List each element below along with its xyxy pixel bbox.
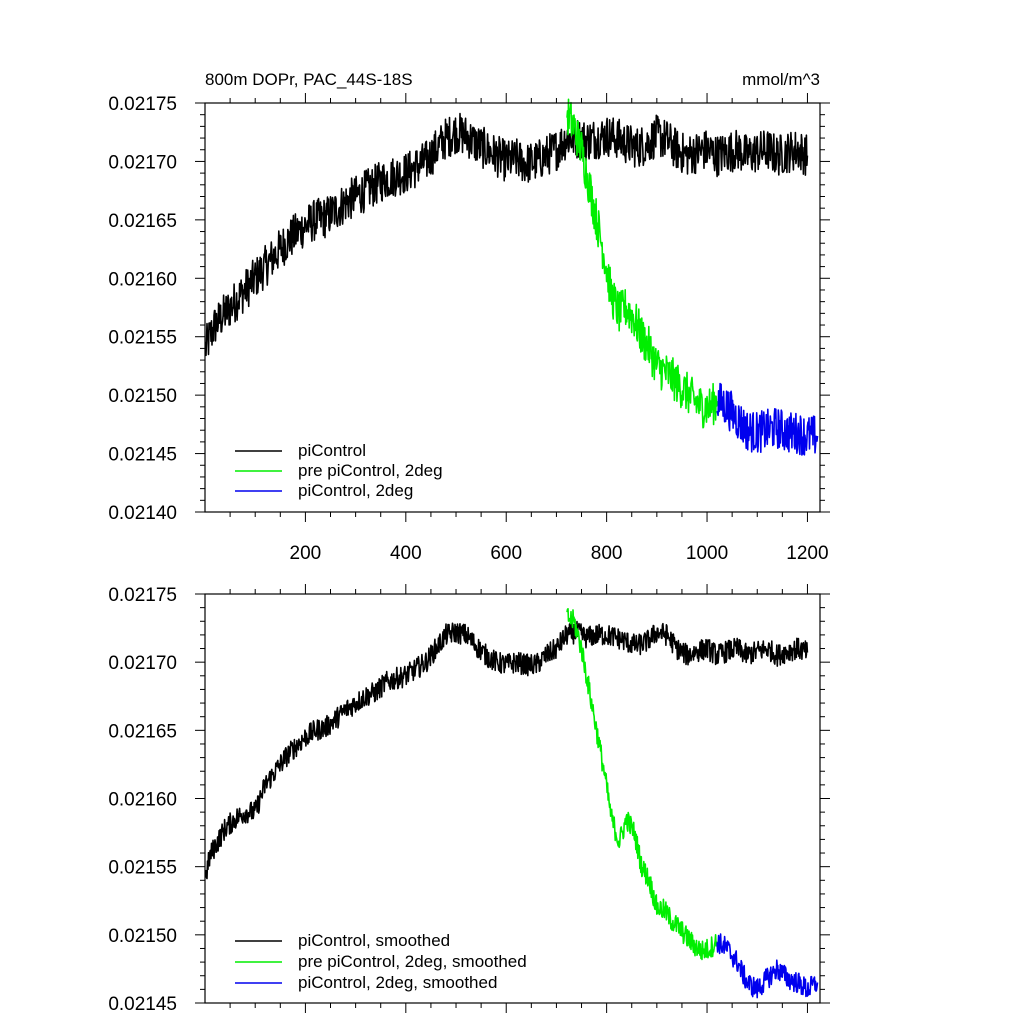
bottom-panel-legend: piControl, smoothed pre piControl, 2deg,… bbox=[235, 931, 527, 992]
legend-label-picontrol-smoothed: piControl, smoothed bbox=[298, 931, 450, 950]
y-tick-label: 0.02150 bbox=[108, 926, 177, 947]
y-tick-label: 0.02175 bbox=[108, 585, 177, 606]
top-panel-title: 800m DOPr, PAC_44S-18S bbox=[205, 70, 413, 89]
x-tick-label: 1200 bbox=[786, 543, 828, 564]
y-tick-label: 0.02165 bbox=[108, 721, 177, 742]
x-tick-label: 400 bbox=[390, 543, 422, 564]
series-line-pre-picontrol-2deg bbox=[566, 98, 718, 429]
top-panel: 800m DOPr, PAC_44S-18S mmol/m^3 piContro… bbox=[108, 70, 830, 564]
series-line-picontrol-2deg bbox=[716, 382, 819, 456]
series-line-picontrol-2deg-smoothed bbox=[716, 933, 819, 999]
y-tick-label: 0.02145 bbox=[108, 445, 177, 466]
x-tick-label: 800 bbox=[591, 543, 623, 564]
bottom-panel: piControl, smoothed pre piControl, 2deg,… bbox=[108, 584, 830, 1015]
x-tick-label: 600 bbox=[490, 543, 522, 564]
top-panel-units: mmol/m^3 bbox=[742, 70, 820, 89]
legend-label-picontrol-2deg: piControl, 2deg bbox=[298, 481, 413, 500]
y-tick-label: 0.02170 bbox=[108, 152, 177, 173]
legend-label-picontrol-2deg-smoothed: piControl, 2deg, smoothed bbox=[298, 973, 497, 992]
y-tick-label: 0.02160 bbox=[108, 790, 177, 811]
y-tick-label: 0.02145 bbox=[108, 994, 177, 1015]
series-line-picontrol bbox=[204, 112, 809, 357]
x-tick-label: 200 bbox=[290, 543, 322, 564]
y-tick-label: 0.02155 bbox=[108, 858, 177, 879]
y-tick-label: 0.02175 bbox=[108, 94, 177, 115]
x-tick-label: 1000 bbox=[686, 543, 728, 564]
y-tick-label: 0.02165 bbox=[108, 211, 177, 232]
legend-label-pre-picontrol-2deg: pre piControl, 2deg bbox=[298, 461, 443, 480]
series-line-picontrol-smoothed bbox=[204, 620, 809, 880]
y-tick-label: 0.02150 bbox=[108, 386, 177, 407]
series-line-pre-picontrol-2deg-smoothed bbox=[566, 607, 718, 961]
top-panel-legend: piControl pre piControl, 2deg piControl,… bbox=[235, 441, 443, 500]
plot-frame bbox=[204, 102, 821, 513]
y-tick-label: 0.02140 bbox=[108, 503, 177, 524]
legend-label-pre-picontrol-2deg-smoothed: pre piControl, 2deg, smoothed bbox=[298, 952, 527, 971]
y-tick-label: 0.02160 bbox=[108, 269, 177, 290]
legend-label-picontrol: piControl bbox=[298, 441, 366, 460]
y-tick-label: 0.02155 bbox=[108, 328, 177, 349]
y-tick-label: 0.02170 bbox=[108, 653, 177, 674]
